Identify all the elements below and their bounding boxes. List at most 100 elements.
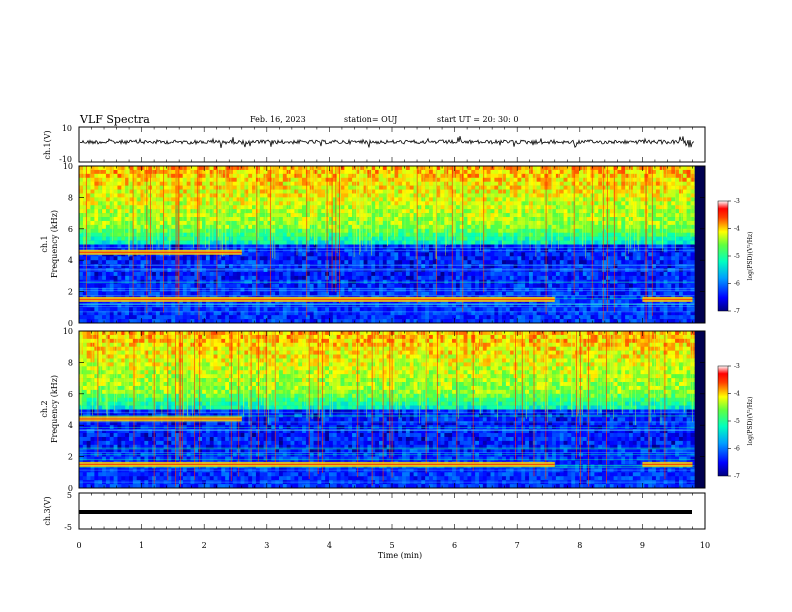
ch1-spectrogram-cell <box>617 232 622 237</box>
ch1-spectrogram-cell <box>282 244 287 249</box>
ch1-spectrogram-cell <box>409 193 414 198</box>
ch1-spectrogram-cell <box>140 275 145 281</box>
ch1-spectrogram-cell <box>352 271 357 277</box>
ch1-spectrogram-cell <box>179 209 184 214</box>
ch1-spectrogram-cell <box>682 275 687 281</box>
ch1-spectrogram-cell <box>513 197 518 202</box>
ch1-spectrogram-cell <box>340 213 345 218</box>
ch1-spectrogram-cell <box>490 264 495 269</box>
ch1-spectrogram-cell <box>236 173 241 179</box>
ch1-spectrogram-cell <box>221 275 226 281</box>
ch1-spectrogram-cell <box>328 244 334 249</box>
ch1-spectrogram-cell <box>386 236 391 241</box>
ch1-spectrogram-cell <box>198 275 203 281</box>
ch1-spectrogram-cell <box>463 271 468 277</box>
ch1-spectrogram-cell <box>117 209 122 214</box>
ch1-spectrogram-cell <box>482 185 487 190</box>
ch1-spectrogram-cell <box>136 201 141 206</box>
ch1-spectrogram-cell <box>332 283 337 288</box>
ch1-spectrogram-cell <box>328 181 334 186</box>
ch1-spectrogram-cell <box>321 209 326 214</box>
ch1-spectrogram-cell <box>475 209 480 214</box>
ch1-spectrogram-cell <box>578 185 584 190</box>
ch1-spectrogram-cell <box>517 260 522 265</box>
ch1-spectrogram-cell <box>282 185 287 190</box>
ch1-spectrogram-cell <box>463 232 468 237</box>
ch1-spectrogram-cell <box>602 185 607 190</box>
ch1-spectrogram-cell <box>648 213 653 218</box>
ch1-spectrogram-cell <box>278 224 284 230</box>
ch1-spectrogram-cell <box>413 275 418 281</box>
ch1-spectrogram-cell <box>521 173 526 179</box>
ch1-spectrogram-cell <box>421 173 426 179</box>
ch1-spectrogram-cell <box>659 268 664 273</box>
ch1-spectrogram-cell <box>586 173 591 179</box>
ch1-spectrogram-cell <box>655 240 661 245</box>
ch1-spectrogram-cell <box>671 193 676 198</box>
ch1-spectrogram-cell <box>159 181 164 186</box>
ch1-spectrogram-cell <box>332 213 337 218</box>
ch1-spectrogram-cell <box>517 181 522 186</box>
ch1-spectrogram-cell <box>536 181 541 186</box>
ch1-spectrogram-cell <box>494 217 499 222</box>
ch1-spectrogram-cell <box>278 181 284 186</box>
ch1-spectrogram-cell <box>255 268 261 273</box>
ch1-spectrogram-cell <box>225 264 230 269</box>
ch1-spectrogram-cell <box>194 213 199 218</box>
ch1-spectrogram-cell <box>94 213 99 218</box>
ch1-spectrogram-cell <box>282 205 287 210</box>
ch1-spectrogram-cell <box>132 166 137 171</box>
ch1-spectrogram-cell <box>332 220 337 226</box>
ch1-spectrogram-cell <box>478 201 484 206</box>
ch1-spectrogram-cell <box>486 173 491 179</box>
ch1-spectrogram-cell <box>390 268 395 273</box>
ch1-spectrogram-cell <box>452 256 457 261</box>
ch1-spectrogram-cell <box>117 213 122 218</box>
ch1-spectrogram-cell <box>617 217 622 222</box>
ch1-spectrogram-cell <box>382 268 387 273</box>
ch1-spectrogram-cell <box>290 193 295 198</box>
ch1-spectrogram-cell <box>386 283 391 288</box>
ch1-spectrogram-cell <box>344 240 349 245</box>
ch1-spectrogram-cell <box>521 220 526 226</box>
ch1-spectrogram-cell <box>352 283 357 288</box>
ch1-spectrogram-cell <box>278 271 284 277</box>
ch1-spectrogram-cell <box>86 217 91 222</box>
ch1-spectrogram-cell <box>440 232 445 237</box>
ch1-spectrogram-cell <box>190 228 195 234</box>
ch1-spectrogram-cell <box>659 197 664 202</box>
ch1-spectrogram-cell <box>159 264 164 269</box>
ch1-spectrogram-cell <box>225 201 230 206</box>
ch1-spectrogram-cell <box>655 189 661 194</box>
ch1-spectrogram-cell <box>390 240 395 245</box>
ch1-spectrogram-cell <box>198 217 203 222</box>
ch1-spectrogram-cell <box>455 205 461 210</box>
ch1-spectrogram-cell <box>140 268 145 273</box>
ch1-spectrogram-cell <box>332 264 337 269</box>
ch1-spectrogram-cell <box>486 228 491 234</box>
ch1-spectrogram-cell <box>463 268 468 273</box>
ch1-spectrogram-cell <box>640 260 645 265</box>
ch1-spectrogram-cell <box>248 205 253 210</box>
ch1-spectrogram-cell <box>559 213 564 218</box>
ch1-spectrogram-cell <box>532 193 537 198</box>
ch1-spectrogram-cell <box>659 181 664 186</box>
ch1-spectrogram-cell <box>302 260 307 265</box>
ch1-spectrogram-cell <box>609 260 614 265</box>
ch1-spectrogram-cell <box>98 236 103 241</box>
ch1-spectrogram-cell <box>428 271 434 277</box>
ch1-spectrogram-cell <box>613 181 618 186</box>
ch1-spectrogram-cell <box>232 232 237 237</box>
ch1-spectrogram-cell <box>240 166 245 171</box>
ch1-spectrogram-cell <box>317 217 322 222</box>
ch1-spectrogram-cell <box>94 240 99 245</box>
ch1-spectrogram-cell <box>509 232 514 237</box>
ch1-spectrogram-cell <box>686 181 691 186</box>
ch1-spectrogram-cell <box>175 205 180 210</box>
ch1-spectrogram-cell <box>640 209 645 214</box>
ch1-spectrogram-cell <box>513 166 518 171</box>
ch1-spectrogram-cell <box>294 220 299 226</box>
ch1-spectrogram-cell <box>428 166 434 171</box>
ch1-spectrogram-cell <box>575 236 580 241</box>
ch1-spectrogram-cell <box>490 236 495 241</box>
